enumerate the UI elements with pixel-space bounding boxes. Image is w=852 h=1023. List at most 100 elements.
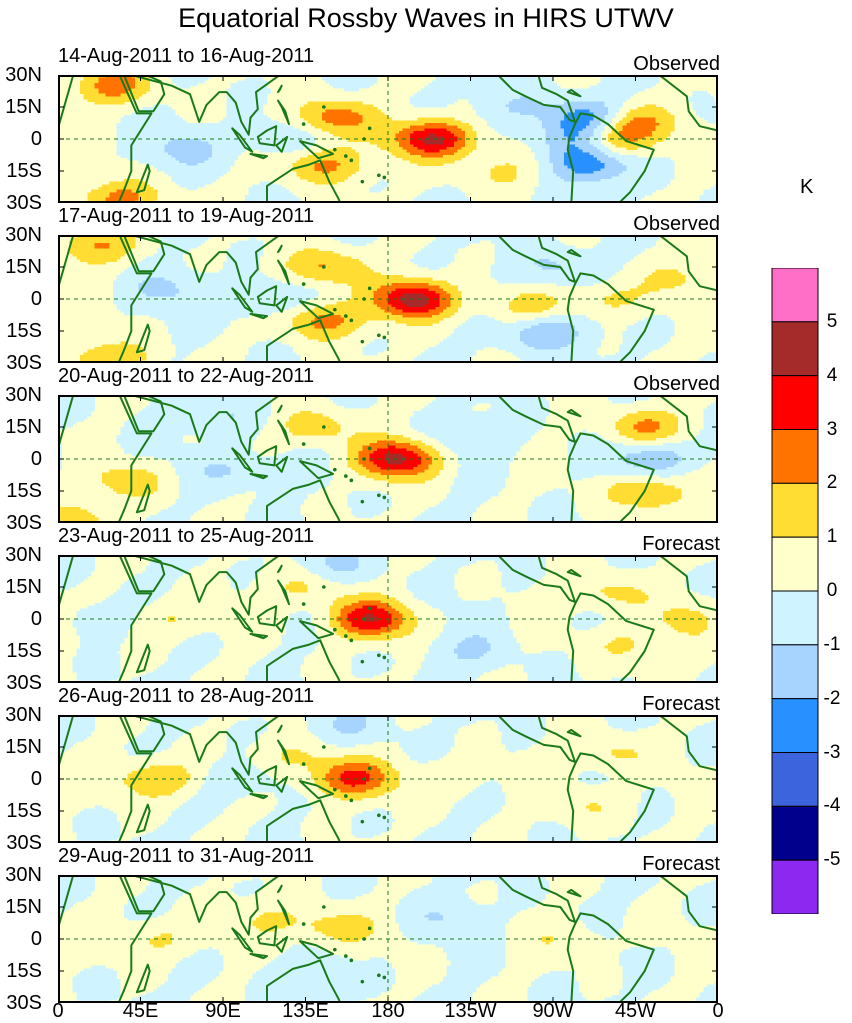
latitude-tick-label: 0 — [31, 128, 42, 150]
latitude-tick-label: 30N — [5, 224, 42, 246]
panel-type-label: Forecast — [642, 853, 720, 875]
latitude-tick-label: 15N — [5, 736, 42, 758]
colorbar-box — [771, 429, 819, 484]
anomaly-field — [69, 235, 718, 363]
latitude-tick-label: 15S — [6, 800, 42, 822]
latitude-tick-label: 30S — [6, 352, 42, 374]
colorbar-tick-label: -2 — [824, 688, 841, 709]
colorbar-box — [771, 752, 819, 807]
panel-frame — [58, 235, 718, 363]
colorbar-box — [771, 698, 819, 754]
colorbar-box — [771, 482, 819, 538]
latitude-tick-label: 15S — [6, 320, 42, 342]
latitude-tick-label: 15N — [5, 896, 42, 918]
colorbar-tick-label: -1 — [824, 634, 841, 655]
colorbar-tick-label: 2 — [827, 473, 838, 493]
longitude-tick-label: 0 — [712, 1000, 723, 1022]
latitude-tick-label: 30S — [6, 512, 42, 534]
colorbar-box — [771, 321, 819, 377]
coastlines — [58, 75, 718, 203]
latitude-tick-label: 0 — [31, 288, 42, 310]
coastlines — [58, 715, 718, 843]
latitude-tick-label: 0 — [31, 928, 42, 950]
colorbar-tick-label: -4 — [824, 796, 841, 816]
latitude-tick-label: 15N — [5, 576, 42, 598]
colorbar-tick-label: 5 — [827, 311, 838, 332]
colorbar-tick-label: 3 — [827, 419, 838, 440]
colorbar-box — [771, 590, 819, 646]
colorbar-tick-label: -5 — [824, 850, 841, 870]
panel-frame — [58, 75, 718, 203]
latitude-tick-label: 30N — [5, 384, 42, 406]
colorbar-box — [771, 805, 819, 861]
island-markers — [301, 585, 387, 664]
panel-frame — [58, 555, 718, 683]
anomaly-map — [58, 555, 718, 683]
panel-type-label: Forecast — [642, 693, 720, 715]
latitude-tick-label: 30N — [5, 64, 42, 86]
panel-date-range: 26-Aug-2011 to 28-Aug-2011 — [58, 685, 314, 707]
panel-frame — [58, 715, 718, 843]
panel-frame — [58, 395, 718, 523]
latitude-tick-label: 30S — [6, 832, 42, 854]
figure-title: Equatorial Rossby Waves in HIRS UTWV — [0, 0, 852, 40]
panel-date-range: 17-Aug-2011 to 19-Aug-2011 — [58, 205, 314, 227]
colorbar-box — [771, 644, 819, 700]
panel-type-label: Observed — [633, 373, 720, 395]
latitude-tick-label: 15S — [6, 640, 42, 662]
colorbar-box — [771, 268, 819, 323]
coastlines — [58, 875, 718, 1003]
colorbar-box — [771, 375, 819, 430]
longitude-tick-label: 90W — [532, 1000, 573, 1022]
coastlines — [58, 235, 718, 363]
longitude-tick-label: 135W — [444, 1000, 496, 1022]
colorbar-tick-label: -3 — [824, 742, 841, 763]
colorbar-box — [771, 536, 819, 592]
latitude-tick-label: 30N — [5, 704, 42, 726]
longitude-tick-label: 45E — [123, 1000, 159, 1022]
island-markers — [301, 425, 387, 504]
panel-date-range: 23-Aug-2011 to 25-Aug-2011 — [58, 525, 314, 547]
latitude-tick-label: 15S — [6, 480, 42, 502]
longitude-tick-label: 135E — [282, 1000, 329, 1022]
latitude-tick-label: 30S — [6, 992, 42, 1014]
panel-type-label: Observed — [633, 53, 720, 75]
colorbar-unit: K — [800, 176, 813, 199]
latitude-tick-label: 30S — [6, 672, 42, 694]
latitude-tick-label: 30N — [5, 544, 42, 566]
coastlines — [58, 395, 718, 523]
latitude-tick-label: 15S — [6, 960, 42, 982]
longitude-tick-label: 45W — [615, 1000, 656, 1022]
island-markers — [301, 265, 387, 344]
anomaly-map — [58, 715, 718, 843]
latitude-tick-label: 30N — [5, 864, 42, 886]
coastlines — [58, 555, 718, 683]
longitude-tick-label: 180 — [371, 1000, 404, 1022]
latitude-tick-label: 0 — [31, 608, 42, 630]
colorbar-box — [771, 859, 819, 914]
latitude-tick-label: 0 — [31, 768, 42, 790]
latitude-tick-label: 0 — [31, 448, 42, 470]
panel-date-range: 20-Aug-2011 to 22-Aug-2011 — [58, 365, 314, 387]
latitude-tick-label: 30S — [6, 192, 42, 214]
anomaly-map — [58, 395, 718, 523]
latitude-tick-label: 15S — [6, 160, 42, 182]
latitude-tick-label: 15N — [5, 256, 42, 278]
panel-frame — [58, 875, 718, 1003]
island-markers — [301, 745, 387, 824]
longitude-tick-label: 90E — [205, 1000, 241, 1022]
colorbar — [771, 268, 819, 914]
island-markers — [301, 105, 387, 184]
latitude-tick-label: 15N — [5, 96, 42, 118]
colorbar-tick-label: 4 — [827, 365, 838, 386]
colorbar-tick-label: 0 — [827, 581, 838, 601]
anomaly-field — [58, 875, 718, 1003]
panel-type-label: Observed — [633, 213, 720, 235]
anomaly-map — [58, 75, 718, 203]
anomaly-map — [58, 235, 718, 363]
longitude-tick-label: 0 — [52, 1000, 63, 1022]
anomaly-field — [58, 555, 718, 683]
panel-date-range: 14-Aug-2011 to 16-Aug-2011 — [58, 45, 314, 67]
latitude-tick-label: 15N — [5, 416, 42, 438]
panel-type-label: Forecast — [642, 533, 720, 555]
